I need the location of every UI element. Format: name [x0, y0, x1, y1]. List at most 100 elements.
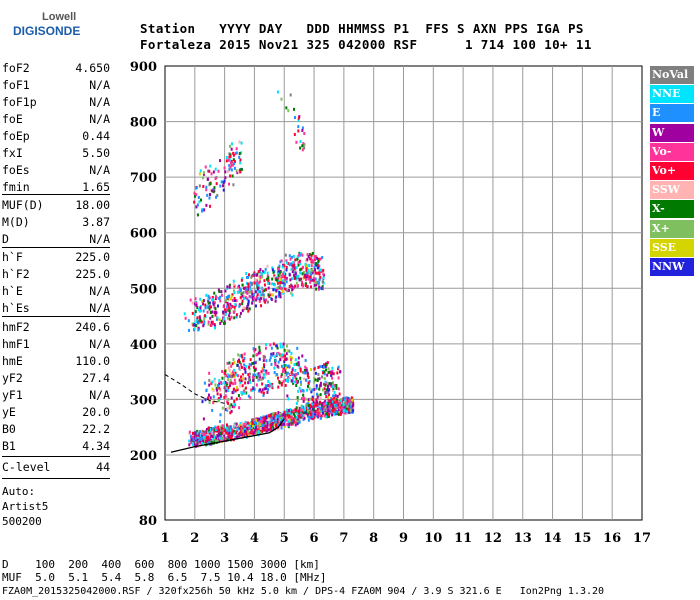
- echo-point: [184, 316, 187, 320]
- echo-point: [289, 278, 292, 282]
- echo-point: [271, 353, 274, 357]
- echo-point: [266, 264, 269, 268]
- echo-point: [191, 435, 194, 439]
- echo-point: [209, 311, 212, 315]
- echo-point: [299, 268, 302, 272]
- echo-point: [262, 393, 265, 397]
- echo-point: [238, 406, 241, 410]
- echo-point: [287, 409, 290, 413]
- echo-point: [288, 422, 291, 426]
- echo-point: [318, 285, 321, 289]
- echo-point: [294, 421, 297, 425]
- echo-point: [337, 387, 340, 391]
- echo-point: [298, 253, 301, 257]
- echo-point: [226, 408, 229, 412]
- echo-point: [239, 428, 242, 432]
- echo-point: [277, 351, 280, 355]
- echo-point: [203, 438, 206, 442]
- echo-point: [337, 365, 340, 369]
- echo-point: [249, 426, 252, 430]
- echo-point: [327, 367, 330, 371]
- echo-point: [193, 323, 196, 327]
- echo-point: [271, 386, 274, 390]
- echo-point: [286, 261, 289, 265]
- echo-point: [330, 410, 333, 414]
- echo-point: [229, 411, 232, 415]
- echo-point: [198, 184, 201, 188]
- echo-point: [290, 410, 293, 414]
- echo-point: [237, 394, 240, 398]
- echo-point: [323, 370, 326, 374]
- echo-point: [286, 408, 289, 412]
- echo-point: [324, 383, 327, 387]
- echo-point: [218, 436, 221, 440]
- echo-point: [310, 411, 313, 415]
- echo-point: [210, 440, 213, 444]
- param-yf1: yF1 N/A: [2, 388, 110, 404]
- echo-point: [215, 296, 218, 300]
- echo-point: [286, 289, 289, 293]
- echo-point: [283, 413, 286, 417]
- echo-point: [286, 410, 289, 414]
- echo-point: [271, 282, 274, 286]
- echo-point: [277, 360, 280, 364]
- echo-point: [299, 367, 302, 371]
- echo-point: [283, 287, 286, 291]
- echo-point: [337, 409, 340, 413]
- echo-point: [259, 290, 262, 294]
- echo-point: [271, 277, 274, 281]
- echo-point: [261, 426, 264, 430]
- echo-point: [216, 429, 219, 433]
- echo-point: [340, 409, 343, 413]
- echo-point: [266, 277, 269, 281]
- echo-point: [344, 397, 347, 401]
- echo-point: [268, 417, 271, 421]
- echo-point: [189, 440, 192, 444]
- echo-point: [332, 405, 335, 409]
- echo-point: [245, 275, 248, 279]
- echo-point: [313, 380, 316, 384]
- echo-point: [263, 365, 266, 369]
- echo-point: [292, 409, 295, 413]
- echo-point: [261, 376, 264, 380]
- param-separator: [2, 316, 110, 317]
- echo-point: [310, 416, 313, 420]
- echo-point: [333, 390, 336, 394]
- x-tick-label: 4: [250, 531, 259, 546]
- echo-point: [306, 372, 309, 376]
- echo-point: [265, 298, 268, 302]
- echo-point: [223, 317, 226, 321]
- echo-point: [333, 407, 336, 411]
- echo-point: [305, 378, 308, 382]
- echo-point: [278, 283, 281, 287]
- echo-point: [263, 283, 266, 287]
- echo-point: [222, 312, 225, 316]
- echo-point: [219, 159, 222, 163]
- echo-point: [259, 431, 262, 435]
- echo-point: [315, 398, 318, 402]
- param-value: N/A: [89, 78, 110, 92]
- echo-point: [195, 319, 198, 323]
- echo-point: [281, 274, 284, 278]
- echo-point: [318, 278, 321, 282]
- echo-point: [242, 391, 245, 395]
- echo-point: [249, 281, 252, 285]
- echo-point: [218, 289, 221, 293]
- echo-point: [295, 415, 298, 419]
- x-tick-label: 16: [603, 531, 621, 546]
- echo-point: [191, 431, 194, 435]
- echo-point: [211, 320, 214, 324]
- echo-point: [314, 268, 317, 272]
- echo-point: [252, 354, 255, 358]
- echo-point: [232, 429, 235, 433]
- echo-point: [253, 387, 256, 391]
- echo-point: [241, 294, 244, 298]
- echo-point: [298, 414, 301, 418]
- echo-point: [296, 399, 299, 403]
- echo-point: [280, 373, 283, 377]
- echo-point: [302, 284, 305, 288]
- echo-point: [315, 403, 318, 407]
- echo-point: [230, 375, 233, 379]
- echo-point: [191, 301, 194, 305]
- echo-point: [275, 295, 278, 299]
